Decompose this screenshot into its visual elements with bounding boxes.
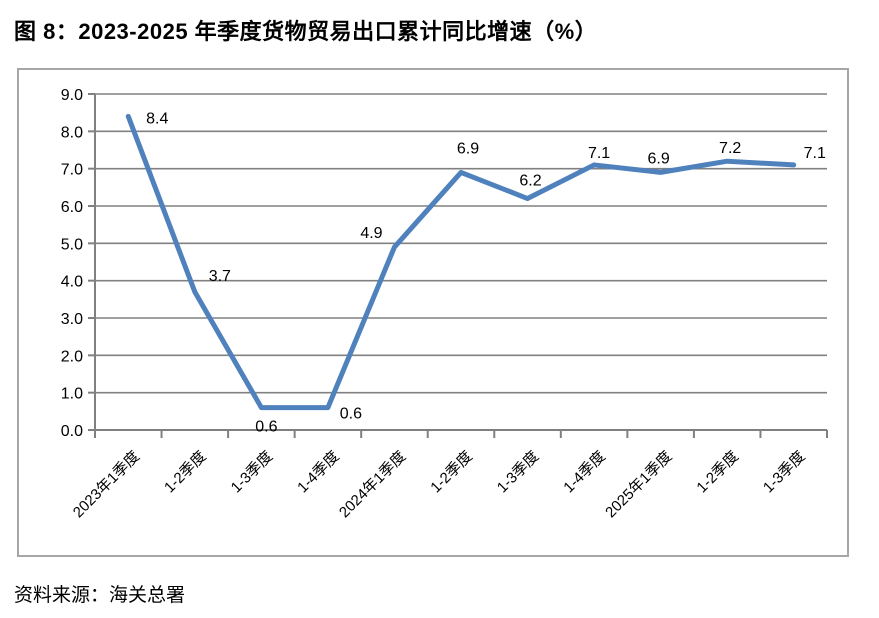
y-axis-tick-label: 7.0	[61, 162, 83, 179]
x-axis-label: 1-2季度	[427, 448, 476, 497]
data-label: 8.4	[146, 110, 168, 127]
x-axis-label: 2023年1季度	[70, 448, 143, 521]
x-axis-label: 1-3季度	[494, 448, 543, 497]
x-axis-label: 1-3季度	[760, 448, 809, 497]
data-label: 6.2	[519, 173, 541, 190]
y-axis-tick-label: 2.0	[61, 348, 83, 365]
y-axis-tick-label: 8.0	[61, 124, 83, 141]
y-axis-tick-label: 1.0	[61, 386, 83, 403]
data-label: 3.7	[209, 268, 231, 285]
y-axis-tick-label: 4.0	[61, 274, 83, 291]
x-axis-label: 1-4季度	[560, 448, 609, 497]
data-label: 7.1	[588, 145, 610, 162]
data-line	[125, 113, 797, 411]
data-label: 0.6	[340, 406, 362, 423]
data-label: 4.9	[360, 225, 382, 242]
data-label: 6.9	[648, 150, 670, 167]
data-label: 0.6	[255, 419, 277, 436]
data-label: 6.9	[457, 140, 479, 157]
x-axis-label: 1-4季度	[294, 448, 343, 497]
x-axis-label: 1-3季度	[228, 448, 277, 497]
data-label: 7.2	[719, 140, 741, 157]
line-chart: 0.0 1.0 2.0 3.0 4.0 5.0 6.0 7.0 8.0 9.0 2023年1季度 1-…	[61, 87, 828, 521]
data-label: 7.1	[804, 145, 826, 162]
y-axis-tick-label: 9.0	[61, 87, 83, 104]
y-axis-tick-label: 5.0	[61, 236, 83, 253]
chart-title: 图 8：2023-2025 年季度货物贸易出口累计同比增速（%）	[14, 19, 598, 44]
x-axis-label: 2024年1季度	[336, 448, 409, 521]
y-axis-tick-label: 0.0	[61, 423, 83, 440]
x-axis-label: 1-2季度	[693, 448, 742, 497]
x-axis-label: 1-2季度	[161, 448, 210, 497]
y-axis-tick-label: 6.0	[61, 199, 83, 216]
y-axis-tick-label: 3.0	[61, 311, 83, 328]
chart-plot-area: 0.0 1.0 2.0 3.0 4.0 5.0 6.0 7.0 8.0 9.0 2023年1季度 1-…	[17, 68, 849, 557]
source-note: 资料来源：海关总署	[14, 585, 186, 606]
x-axis-label: 2025年1季度	[602, 448, 675, 521]
